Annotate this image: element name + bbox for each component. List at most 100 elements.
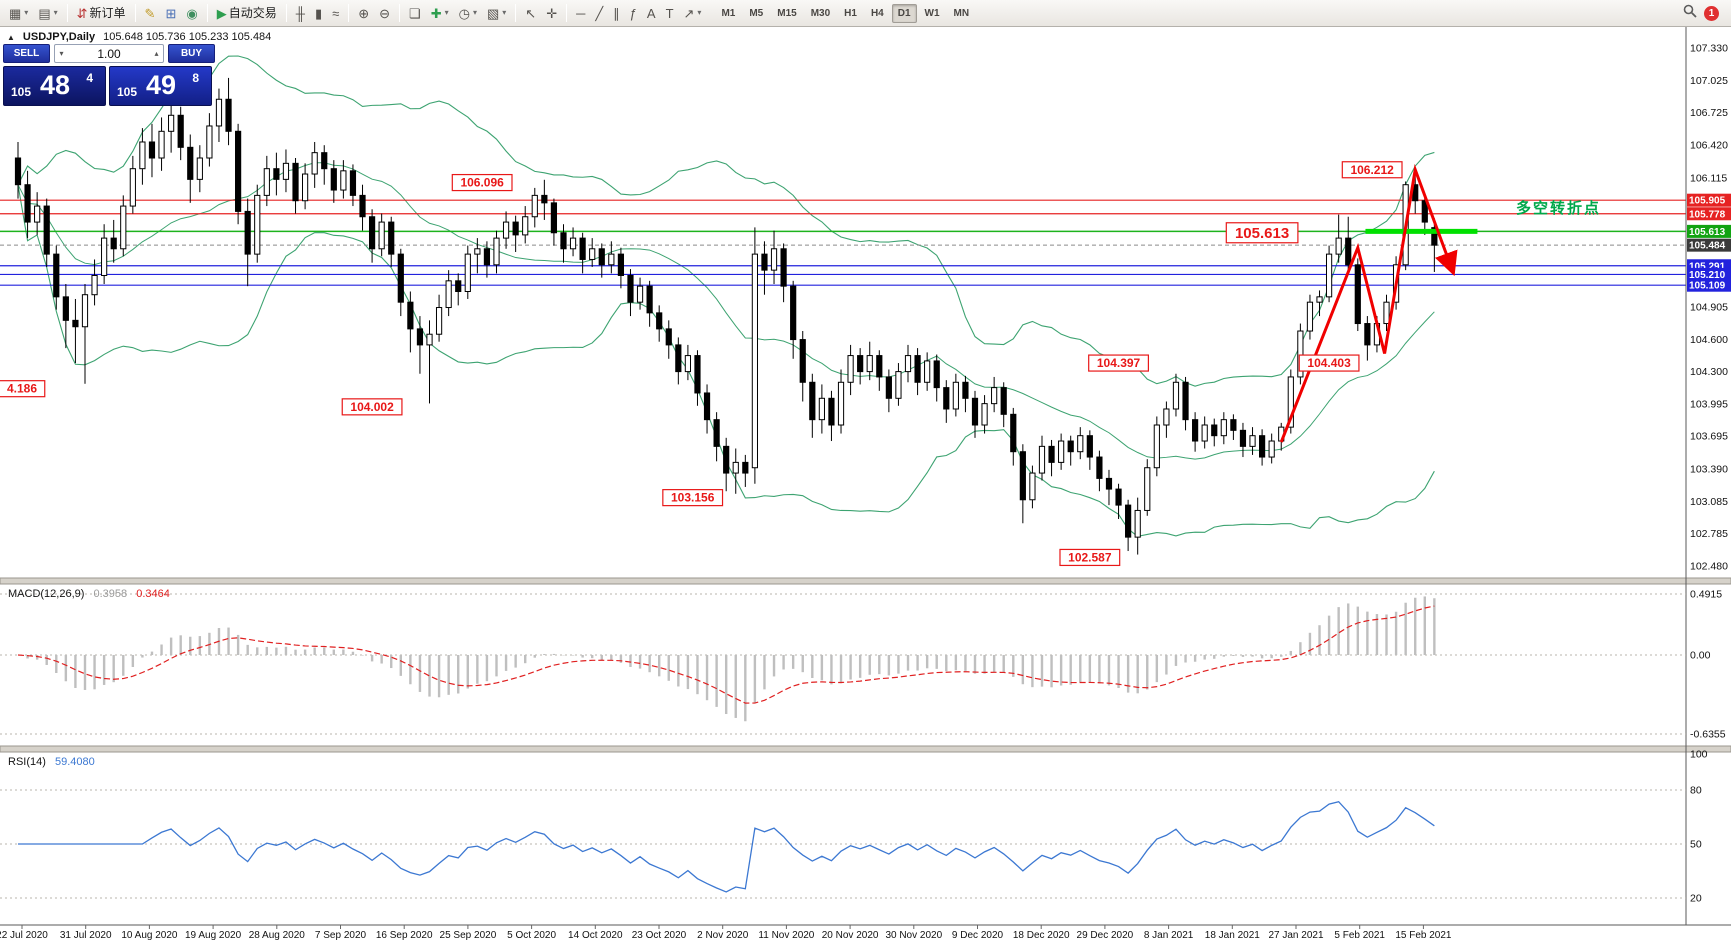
text-button[interactable]: A — [642, 2, 661, 24]
autotrading-button[interactable]: ▶ 自动交易 — [212, 2, 282, 24]
periods-icon: ◷ — [458, 5, 470, 21]
svg-text:103.390: 103.390 — [1690, 463, 1728, 475]
timeframe-m1-button[interactable]: M1 — [715, 4, 741, 23]
community-button[interactable]: ◉ — [181, 2, 202, 24]
timeframe-m15-button[interactable]: M15 — [771, 4, 802, 23]
arrows-button[interactable]: ↗ ▾ — [679, 2, 707, 24]
candlestick-series — [14, 77, 1438, 555]
lot-decrease-icon[interactable]: ▾ — [59, 49, 64, 58]
svg-text:100: 100 — [1690, 749, 1708, 761]
timeframe-d1-button[interactable]: D1 — [891, 3, 917, 23]
timeframe-h1-button[interactable]: H1 — [838, 4, 863, 23]
indicators-button[interactable]: ✚ ▾ — [426, 2, 454, 24]
profiles-button[interactable]: ▤ ▾ — [33, 2, 62, 24]
timeframe-m5-button[interactable]: M5 — [743, 4, 769, 23]
rsi-value: 59.4080 — [54, 756, 95, 768]
svg-text:16 Sep 2020: 16 Sep 2020 — [376, 930, 433, 940]
candle-chart-button[interactable]: ▮ — [310, 2, 327, 24]
lot-increase-icon[interactable]: ▴ — [154, 49, 159, 58]
svg-text:106.115: 106.115 — [1690, 172, 1727, 184]
bar-chart-button[interactable]: ╫ — [291, 2, 310, 24]
zoom-out-button[interactable]: ⊖ — [374, 2, 395, 24]
line-chart-button[interactable]: ≈ — [327, 2, 344, 24]
svg-text:106.096: 106.096 — [460, 176, 504, 190]
svg-text:105.613: 105.613 — [1689, 227, 1726, 238]
svg-text:2 Nov 2020: 2 Nov 2020 — [697, 930, 749, 940]
toolbar-separator — [399, 4, 401, 22]
time-axis: 22 Jul 2020 31 Jul 2020 10 Aug 2020 19 Aug … — [0, 925, 1452, 940]
new-chart-button[interactable]: ▦ ▾ — [4, 2, 33, 24]
toolbar-separator — [348, 4, 350, 22]
text-label-button[interactable]: T — [661, 2, 679, 24]
svg-text:106.212: 106.212 — [1350, 163, 1394, 177]
trendline-button[interactable]: ╱ — [590, 2, 608, 24]
svg-text:25 Sep 2020: 25 Sep 2020 — [440, 930, 497, 940]
toolbar-separator — [515, 4, 517, 22]
text-icon: A — [646, 5, 656, 21]
sell-price-big: 48 — [40, 70, 71, 100]
price-annotation-labels: 4.186 104.002 106.096 103.156 102.587 104.397… — [0, 161, 1403, 567]
svg-text:107.025: 107.025 — [1690, 75, 1728, 87]
templates-icon: ▧ — [486, 5, 500, 21]
timeframe-toolbar: M1 M5 M15 M30 H1 H4 D1 W1 MN — [714, 3, 976, 23]
candle-chart-icon: ▮ — [314, 5, 323, 21]
timeframe-w1-button[interactable]: W1 — [919, 4, 946, 23]
ohlc-values: 105.648 105.736 105.233 105.484 — [103, 31, 272, 43]
templates-button[interactable]: ▧ ▾ — [482, 2, 511, 24]
cursor-button[interactable]: ↖ — [520, 2, 541, 24]
timeframe-m30-button[interactable]: M30 — [805, 4, 836, 23]
timeframe-h4-button[interactable]: H4 — [865, 4, 890, 23]
buy-price-prefix: 105 — [117, 85, 138, 99]
caret-icon: ▾ — [53, 8, 58, 17]
panel-separators — [0, 27, 1731, 926]
price-axis: 107.330 107.025 106.725 106.420 106.115 104.9… — [1687, 43, 1731, 572]
chart-header: ▲ USDJPY,Daily 105.648 105.736 105.233 1… — [7, 31, 271, 43]
toolbar-separator — [285, 4, 287, 22]
timeframe-mn-button[interactable]: MN — [948, 4, 976, 23]
community-icon: ◉ — [186, 5, 198, 21]
autotrading-label: 自动交易 — [228, 6, 277, 20]
svg-text:27 Jan 2021: 27 Jan 2021 — [1268, 930, 1323, 940]
svg-text:102.587: 102.587 — [1068, 550, 1112, 564]
horizontal-line-button[interactable]: ─ — [571, 2, 590, 24]
toolbar-separator — [66, 4, 68, 22]
macd-panel: 0.4915 0.00 -0.6355 — [0, 589, 1726, 741]
fibonacci-button[interactable]: ƒ — [625, 2, 642, 24]
trend-zigzag — [1279, 163, 1458, 443]
svg-text:18 Dec 2020: 18 Dec 2020 — [1013, 930, 1070, 940]
search-icon[interactable] — [1683, 4, 1697, 23]
buy-price-sup: 8 — [192, 71, 199, 85]
tile-windows-button[interactable]: ❏ — [404, 2, 426, 24]
macd-signal-value: 0.3464 — [136, 588, 170, 600]
buy-button[interactable]: BUY — [168, 44, 215, 63]
equidistant-channel-button[interactable]: ∥ — [608, 2, 625, 24]
buy-price-big: 49 — [146, 70, 177, 100]
lot-value[interactable]: 1.00 — [97, 46, 121, 61]
svg-text:107.330: 107.330 — [1690, 43, 1728, 55]
svg-text:20 Nov 2020: 20 Nov 2020 — [822, 930, 879, 940]
market-watch-button[interactable]: ⊞ — [160, 2, 181, 24]
svg-text:5 Feb 2021: 5 Feb 2021 — [1334, 930, 1385, 940]
metaeditor-button[interactable]: ✎ — [140, 2, 161, 24]
notification-badge[interactable]: 1 — [1704, 5, 1719, 21]
crosshair-icon: ✛ — [546, 5, 558, 21]
toolbar-right: 1 — [1683, 4, 1727, 23]
caret-icon: ▾ — [697, 8, 702, 17]
buy-price-button[interactable]: 105 49 8 — [109, 66, 212, 106]
chart-plot-area[interactable] — [0, 27, 1686, 577]
zoom-in-button[interactable]: ⊕ — [353, 2, 374, 24]
new-order-button[interactable]: ⇵ 新订单 — [72, 2, 131, 24]
one-click-expand-icon[interactable]: ▲ — [7, 32, 15, 42]
svg-text:105.613: 105.613 — [1235, 225, 1289, 242]
crosshair-button[interactable]: ✛ — [541, 2, 562, 24]
macd-value: 0.3958 — [93, 588, 128, 600]
svg-text:103.995: 103.995 — [1690, 399, 1728, 411]
lot-size-input[interactable]: ▾ 1.00 ▴ — [54, 44, 164, 63]
svg-text:20: 20 — [1690, 893, 1702, 905]
caret-icon: ▾ — [502, 8, 507, 17]
toolbar-separator — [566, 4, 568, 22]
sell-price-button[interactable]: 105 48 4 — [3, 66, 106, 106]
sell-button[interactable]: SELL — [3, 44, 50, 63]
periods-button[interactable]: ◷ ▾ — [454, 2, 482, 24]
